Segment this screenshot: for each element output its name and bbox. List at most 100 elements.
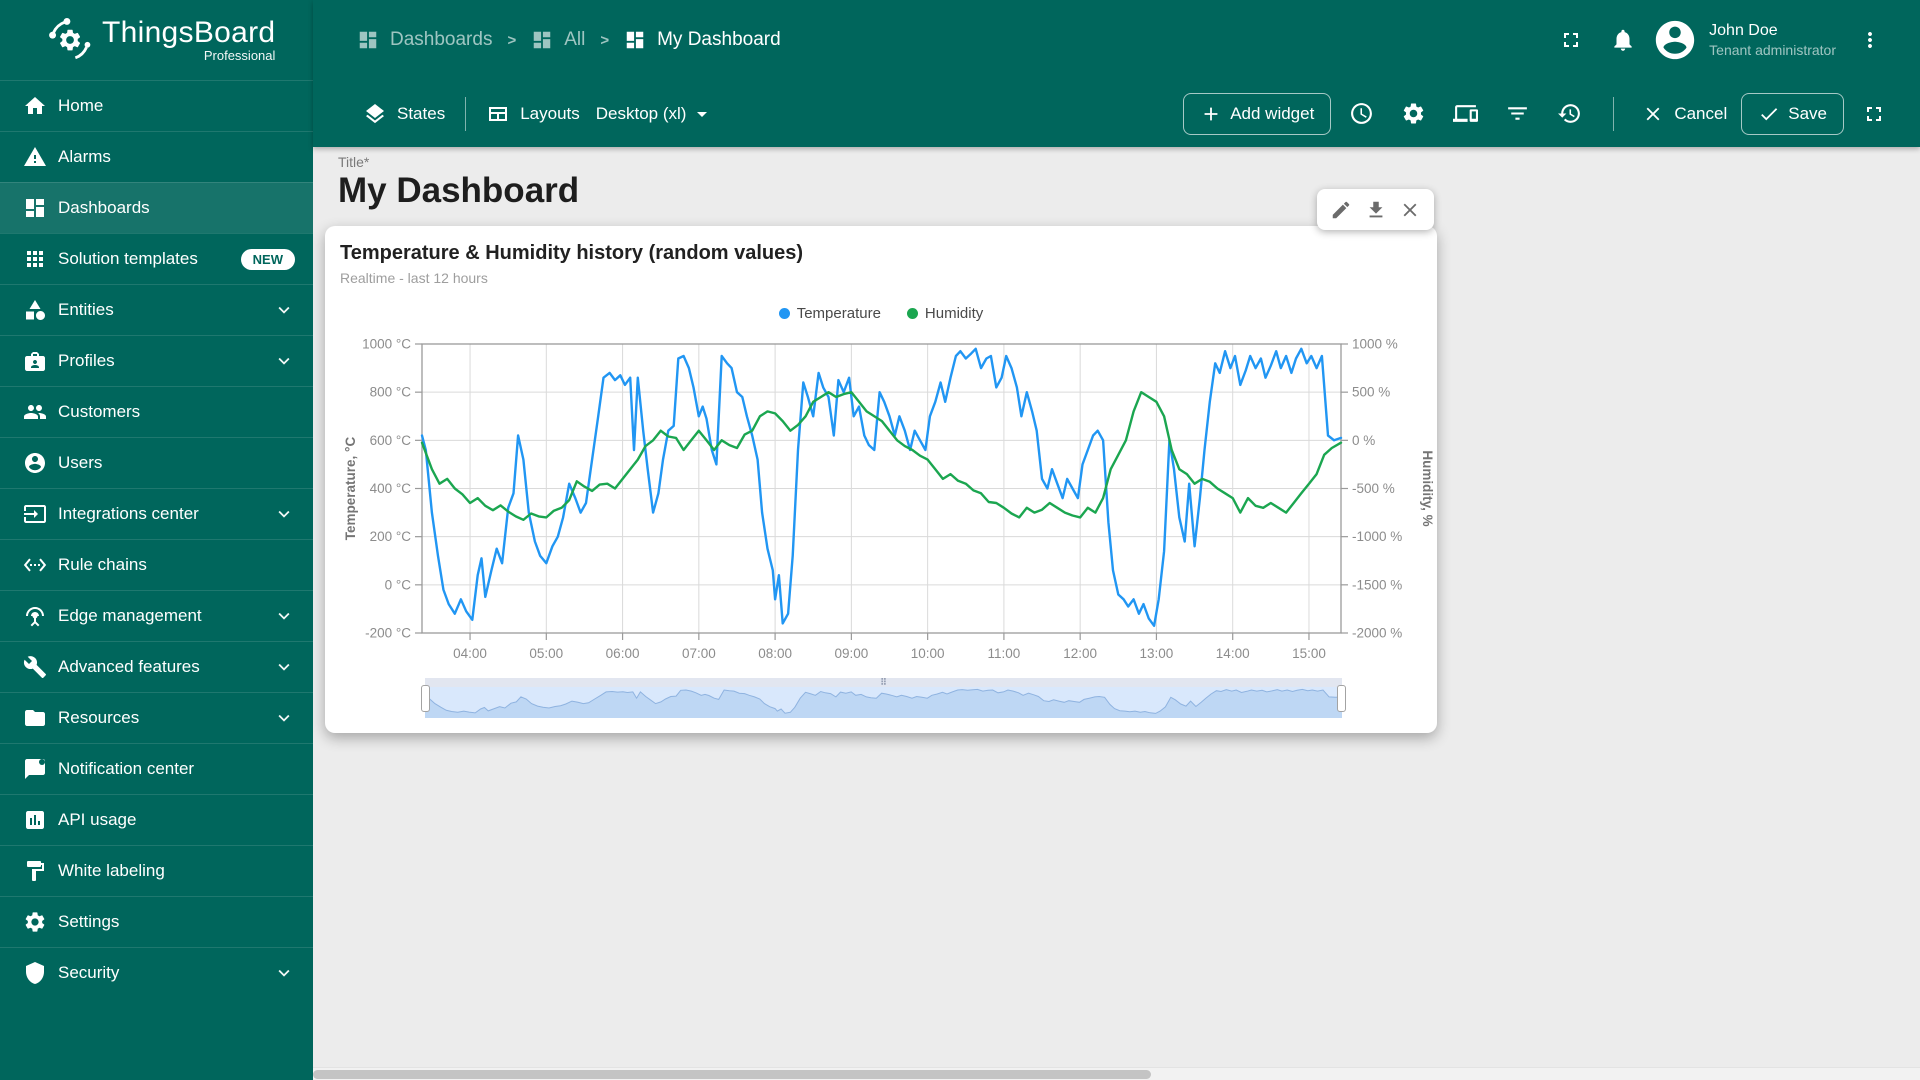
widget-title: Temperature & Humidity history (random v… — [340, 242, 804, 264]
widget-subtitle: Realtime - last 12 hours — [340, 270, 488, 286]
toolbar-fullscreen-button[interactable] — [1852, 92, 1896, 136]
bell-icon — [1610, 27, 1636, 53]
chevron-down-icon — [690, 102, 714, 126]
scrollbar-thumb[interactable] — [313, 1070, 1151, 1079]
svg-text:12:00: 12:00 — [1063, 646, 1097, 661]
widget-download-button[interactable] — [1365, 199, 1387, 221]
filters-button[interactable] — [1495, 92, 1539, 136]
entities-icon — [23, 298, 47, 322]
legend-label: Temperature — [796, 305, 881, 322]
header-breadcrumb-row: Dashboards > All > My Dashboard John Doe… — [313, 0, 1920, 80]
breadcrumb-my-dashboard[interactable]: My Dashboard — [624, 29, 781, 51]
sidebar-item-dashboards[interactable]: Dashboards — [0, 182, 313, 233]
chevron-down-icon — [273, 707, 295, 729]
breadcrumb-dashboards[interactable]: Dashboards — [357, 29, 492, 51]
sidebar-item-label: White labeling — [58, 861, 165, 880]
svg-text:05:00: 05:00 — [529, 646, 563, 661]
thingsboard-logo-icon — [47, 17, 93, 63]
customers-icon — [23, 400, 47, 424]
dashboard-title-input[interactable]: My Dashboard — [338, 171, 580, 210]
horizontal-scrollbar[interactable] — [313, 1067, 1920, 1080]
entity-aliases-button[interactable] — [1443, 92, 1487, 136]
save-label: Save — [1788, 103, 1827, 123]
minimap-area-chart — [425, 688, 1342, 718]
sidebar-item-rule-chains[interactable]: Rule chains — [0, 539, 313, 590]
sidebar-item-users[interactable]: Users — [0, 437, 313, 488]
time-window-button[interactable] — [1339, 92, 1383, 136]
svg-text:1000 °C: 1000 °C — [362, 337, 411, 352]
minimap-right-handle[interactable] — [1337, 685, 1346, 712]
chevron-down-icon — [273, 605, 295, 627]
cancel-button[interactable]: Cancel — [1636, 95, 1733, 133]
sidebar-item-solution-templates[interactable]: Solution templates NEW — [0, 233, 313, 284]
svg-text:13:00: 13:00 — [1140, 646, 1174, 661]
sidebar-item-security[interactable]: Security — [0, 947, 313, 998]
layouts-button[interactable]: Layouts — [480, 94, 586, 134]
svg-text:-500 %: -500 % — [1352, 481, 1395, 496]
sidebar-item-white-labeling[interactable]: White labeling — [0, 845, 313, 896]
sidebar-item-label: API usage — [58, 810, 137, 829]
version-history-button[interactable] — [1547, 92, 1591, 136]
sidebar-item-entities[interactable]: Entities — [0, 284, 313, 335]
fullscreen-icon — [1559, 28, 1583, 52]
breadcrumb: Dashboards > All > My Dashboard — [357, 29, 781, 51]
sidebar-item-label: Alarms — [58, 147, 111, 166]
sidebar-item-alarms[interactable]: Alarms — [0, 131, 313, 182]
sidebar-item-notification-center[interactable]: Notification center — [0, 743, 313, 794]
svg-text:-200 °C: -200 °C — [365, 626, 411, 641]
api-usage-icon — [23, 808, 47, 832]
add-widget-button[interactable]: Add widget — [1183, 92, 1332, 135]
new-badge: NEW — [240, 248, 295, 270]
sidebar-item-profiles[interactable]: Profiles — [0, 335, 313, 386]
legend-label: Humidity — [924, 305, 984, 322]
sidebar-item-label: Integrations center — [58, 504, 199, 523]
dashboard-settings-button[interactable] — [1391, 92, 1435, 136]
states-button[interactable]: States — [357, 94, 451, 134]
minimap-selection[interactable] — [425, 687, 1342, 718]
legend-item-humidity[interactable]: Humidity — [906, 305, 984, 322]
filter-icon — [1505, 101, 1530, 126]
close-icon — [1642, 103, 1664, 125]
save-button[interactable]: Save — [1741, 92, 1844, 135]
sidebar-item-api-usage[interactable]: API usage — [0, 794, 313, 845]
svg-text:500 %: 500 % — [1352, 385, 1390, 400]
user-info[interactable]: John Doe Tenant administrator — [1709, 21, 1836, 59]
sidebar-item-edge-management[interactable]: Edge management — [0, 590, 313, 641]
widget-edit-button[interactable] — [1330, 199, 1352, 221]
sidebar-item-customers[interactable]: Customers — [0, 386, 313, 437]
sidebar-item-advanced-features[interactable]: Advanced features — [0, 641, 313, 692]
notifications-button[interactable] — [1601, 18, 1645, 62]
minimap-left-handle[interactable] — [421, 685, 430, 712]
minimap-rail[interactable]: ⠿ — [425, 678, 1342, 687]
dashboard-canvas: Title* My Dashboard Temperature & Humidi… — [313, 147, 1920, 1080]
widget-close-button[interactable] — [1399, 199, 1421, 221]
svg-text:07:00: 07:00 — [682, 646, 716, 661]
minimap-grip-icon: ⠿ — [880, 677, 887, 687]
layout-select[interactable]: Desktop (xl) — [596, 102, 715, 126]
svg-text:0 °C: 0 °C — [385, 577, 412, 592]
app-logo[interactable]: ThingsBoard Professional — [0, 0, 313, 80]
chevron-down-icon — [273, 299, 295, 321]
more-vert-icon — [1858, 28, 1882, 52]
avatar[interactable] — [1653, 18, 1697, 62]
sidebar-item-resources[interactable]: Resources — [0, 692, 313, 743]
layout-select-value: Desktop (xl) — [595, 103, 687, 123]
dashboard-icon — [357, 29, 379, 51]
chart-widget[interactable]: Temperature & Humidity history (random v… — [325, 226, 1437, 733]
legend-item-temperature[interactable]: Temperature — [778, 305, 881, 322]
settings-icon — [23, 910, 47, 934]
header: Dashboards > All > My Dashboard John Doe… — [313, 0, 1920, 147]
layouts-icon — [486, 102, 510, 126]
svg-text:-2000 %: -2000 % — [1352, 626, 1402, 641]
sidebar-item-integrations-center[interactable]: Integrations center — [0, 488, 313, 539]
user-menu-button[interactable] — [1848, 18, 1892, 62]
sidebar-item-label: Solution templates — [58, 249, 198, 268]
svg-text:Humidity, %: Humidity, % — [1420, 450, 1435, 526]
svg-text:06:00: 06:00 — [606, 646, 640, 661]
sidebar-item-settings[interactable]: Settings — [0, 896, 313, 947]
sidebar-item-label: Advanced features — [58, 657, 200, 676]
breadcrumb-all[interactable]: All — [531, 29, 585, 51]
dashboard-icon — [531, 29, 553, 51]
sidebar-item-home[interactable]: Home — [0, 80, 313, 131]
fullscreen-button[interactable] — [1549, 18, 1593, 62]
